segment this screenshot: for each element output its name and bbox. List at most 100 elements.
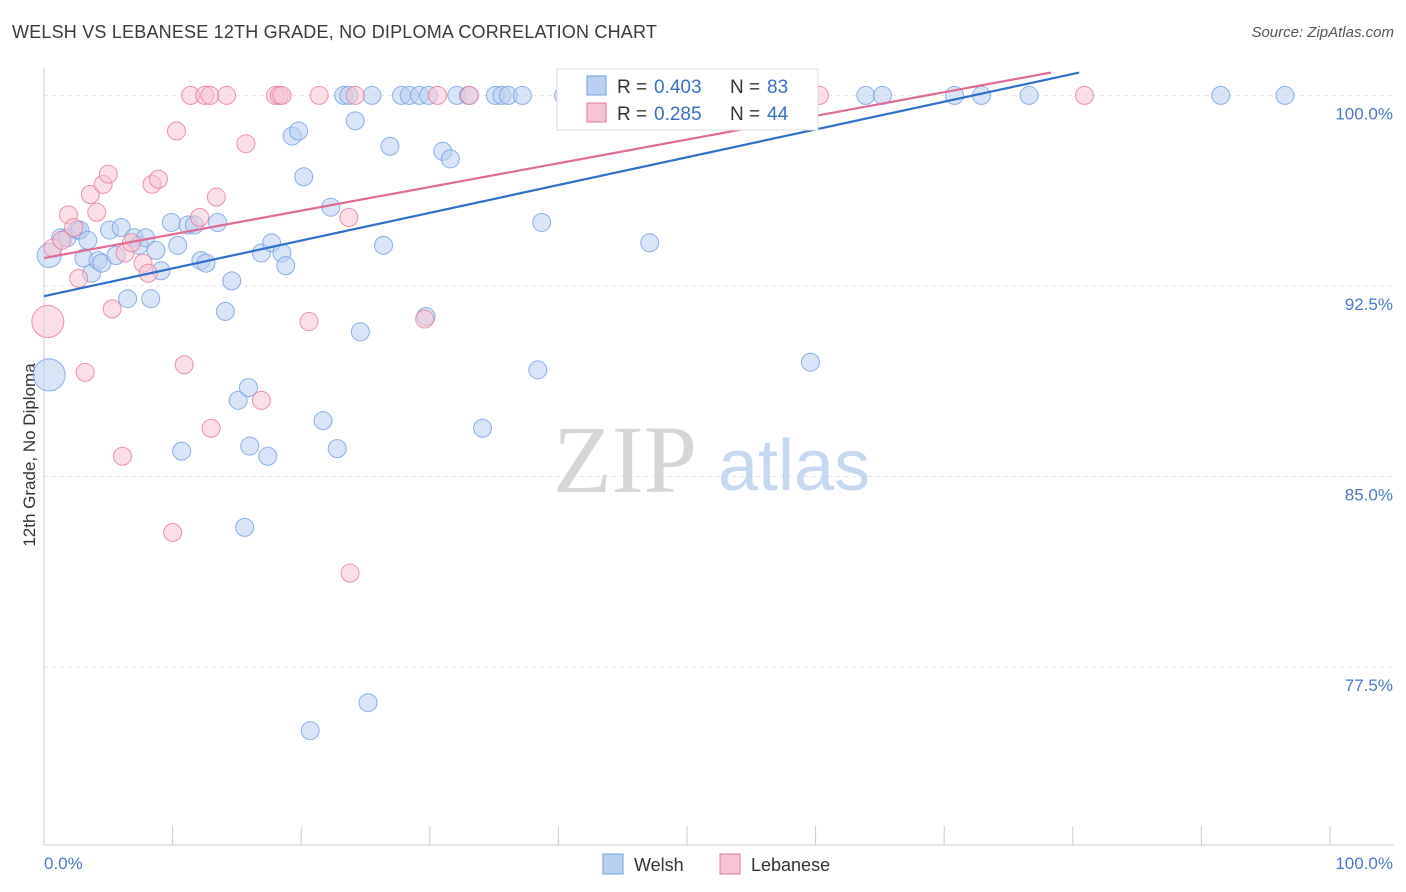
lebanese-point: [428, 85, 448, 105]
trend-lines: [43, 71, 1080, 298]
lebanese-point: [251, 390, 271, 410]
welsh-point: [32, 358, 66, 392]
welsh-r-value: 0.403: [654, 77, 702, 98]
data-points: [31, 85, 1295, 741]
welsh-point: [350, 322, 370, 342]
watermark: ZIP atlas: [553, 406, 870, 513]
lebanese-swatch: [586, 102, 607, 123]
welsh-point: [289, 121, 309, 141]
welsh-point: [1275, 85, 1295, 105]
lebanese-point: [87, 202, 107, 222]
x-tick-labels: 0.0% 100.0%: [44, 854, 1393, 873]
welsh-point: [362, 85, 382, 105]
legend-lebanese-swatch: [719, 853, 741, 875]
chart-source: Source: ZipAtlas.com: [1251, 24, 1394, 41]
watermark-atlas: atlas: [718, 426, 870, 506]
welsh-point: [208, 212, 228, 232]
lebanese-point: [166, 121, 186, 141]
x-tick-label-start: 0.0%: [44, 854, 83, 873]
welsh-point: [118, 289, 138, 309]
lebanese-r-value: 0.285: [654, 104, 702, 125]
lebanese-point: [174, 355, 194, 375]
lebanese-point: [206, 187, 226, 207]
lebanese-trend-line: [43, 71, 1052, 260]
legend-welsh-swatch: [602, 853, 624, 875]
welsh-point: [358, 693, 378, 713]
lebanese-point: [340, 563, 360, 583]
welsh-point: [235, 517, 255, 537]
y-tick-label-0: 100.0%: [1335, 104, 1393, 123]
lebanese-point: [299, 312, 319, 332]
y-tick-label-3: 77.5%: [1345, 676, 1393, 695]
lebanese-point: [345, 85, 365, 105]
welsh-point: [345, 111, 365, 131]
welsh-point: [276, 256, 296, 276]
welsh-point: [1211, 85, 1231, 105]
y-tick-label-2: 85.0%: [1345, 486, 1393, 505]
welsh-point: [78, 230, 98, 250]
welsh-point: [146, 240, 166, 260]
welsh-point: [532, 212, 552, 232]
lebanese-point: [148, 169, 168, 189]
welsh-point: [528, 360, 548, 380]
lebanese-point: [460, 85, 480, 105]
lebanese-n-value: 44: [767, 104, 789, 125]
lebanese-point: [200, 85, 220, 105]
chart-title: WELSH VS LEBANESE 12TH GRADE, NO DIPLOMA…: [12, 22, 658, 42]
welsh-n-value: 83: [767, 77, 788, 98]
welsh-point: [380, 136, 400, 156]
lebanese-point: [52, 230, 72, 250]
welsh-point: [222, 271, 242, 291]
welsh-r-label: R =: [617, 77, 647, 98]
lebanese-r-label: R =: [617, 104, 647, 125]
welsh-point: [374, 235, 394, 255]
welsh-point: [240, 436, 260, 456]
welsh-point: [172, 441, 192, 461]
lebanese-point: [1074, 85, 1094, 105]
welsh-point: [141, 289, 161, 309]
welsh-point: [512, 85, 532, 105]
lebanese-point: [190, 207, 210, 227]
legend-lebanese-label: Lebanese: [751, 855, 830, 875]
lebanese-n-label: N =: [730, 104, 760, 125]
welsh-n-label: N =: [730, 77, 760, 98]
lebanese-point: [201, 418, 221, 438]
lebanese-point: [236, 134, 256, 154]
y-tick-labels: 100.0% 92.5% 85.0% 77.5%: [1335, 104, 1393, 695]
welsh-point: [300, 721, 320, 741]
lebanese-point: [112, 446, 132, 466]
lebanese-point: [309, 85, 329, 105]
welsh-trend-line: [43, 71, 1080, 298]
welsh-point: [313, 411, 333, 431]
welsh-swatch: [586, 75, 607, 96]
welsh-point: [168, 235, 188, 255]
lebanese-point: [75, 362, 95, 382]
lebanese-point: [31, 305, 65, 339]
lebanese-point: [163, 522, 183, 542]
axes: [43, 68, 1394, 846]
lebanese-point: [80, 185, 100, 205]
welsh-point: [473, 418, 493, 438]
stats-legend: R = 0.403 N = 83 R = 0.285 N = 44: [556, 68, 819, 131]
welsh-point: [294, 167, 314, 187]
welsh-point: [215, 301, 235, 321]
welsh-point: [228, 390, 248, 410]
y-tick-label-1: 92.5%: [1345, 295, 1393, 314]
welsh-point: [440, 149, 460, 169]
lebanese-point: [69, 268, 89, 288]
lebanese-point: [217, 85, 237, 105]
welsh-point: [111, 218, 131, 238]
x-tick-label-end: 100.0%: [1335, 854, 1393, 873]
watermark-zip: ZIP: [553, 406, 697, 513]
welsh-point: [161, 212, 181, 232]
series-legend: Welsh Lebanese: [602, 853, 830, 875]
welsh-point: [1019, 85, 1039, 105]
welsh-point: [327, 439, 347, 459]
welsh-point: [856, 85, 876, 105]
lebanese-point: [64, 218, 84, 238]
lebanese-point: [415, 309, 435, 329]
welsh-point: [640, 233, 660, 253]
legend-welsh-label: Welsh: [634, 855, 684, 875]
welsh-point: [238, 378, 258, 398]
lebanese-point: [272, 85, 292, 105]
